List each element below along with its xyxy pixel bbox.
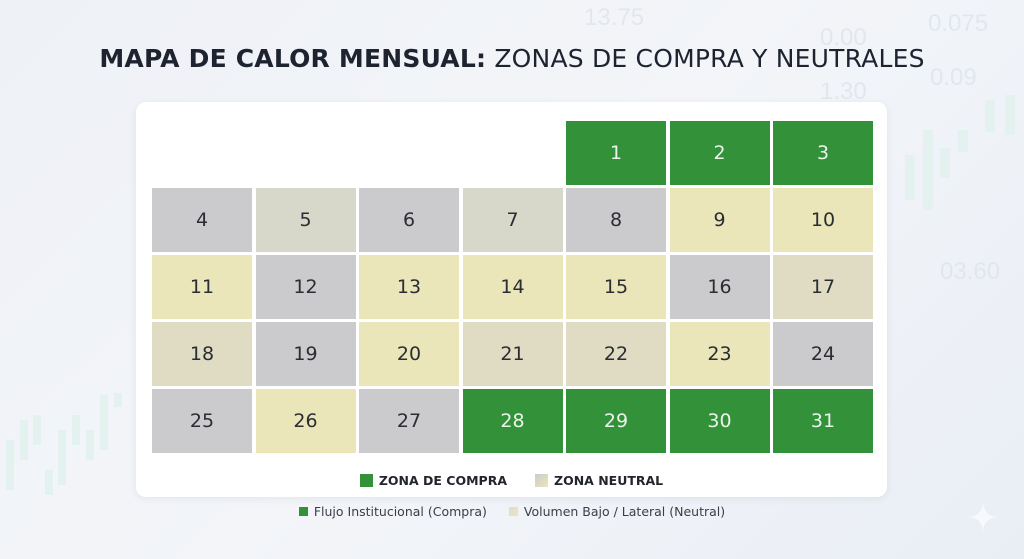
day-cell-5: 5	[255, 188, 356, 252]
day-cell-26: 26	[255, 389, 356, 453]
sublegend-label-buy: Flujo Institucional (Compra)	[313, 504, 487, 519]
sublegend-label-neutral: Volumen Bajo / Lateral (Neutral)	[523, 504, 726, 519]
day-cell-23: 23	[669, 322, 770, 386]
background-number: 03.60	[940, 258, 1001, 285]
neutral-swatch-icon	[535, 474, 549, 487]
day-cell-8: 8	[566, 188, 666, 252]
candlestick-decoration	[20, 420, 28, 460]
day-cell-29: 29	[566, 389, 666, 453]
background-number: 0.09	[930, 64, 977, 91]
candlestick-decoration	[923, 130, 933, 210]
day-cell-9: 9	[669, 188, 770, 252]
empty-cell	[463, 121, 563, 185]
title-light: ZONAS DE COMPRA Y NEUTRALES	[494, 44, 925, 73]
legend-item-buy: ZONA DE COMPRA	[359, 473, 508, 488]
background-number: 13.75	[584, 4, 645, 31]
candlestick-decoration	[58, 430, 66, 485]
day-cell-17: 17	[773, 255, 873, 319]
day-cell-25: 25	[152, 389, 252, 453]
day-cell-30: 30	[669, 389, 770, 453]
legend-label-buy: ZONA DE COMPRA	[378, 473, 508, 488]
candlestick-decoration	[100, 395, 108, 450]
sublegend-item-buy: Flujo Institucional (Compra)	[298, 504, 487, 519]
title-bold: MAPA DE CALOR MENSUAL:	[99, 44, 487, 73]
legend: ZONA DE COMPRA ZONA NEUTRAL	[136, 473, 887, 488]
day-cell-18: 18	[152, 322, 252, 386]
day-cell-27: 27	[359, 389, 459, 453]
day-cell-15: 15	[566, 255, 666, 319]
heatmap-card: 1 2 3 4 5 6 7 8 9 10 11 12 13 14 15 16 17 18 19 20 21 22 23 24 2…	[136, 102, 887, 497]
buy-swatch-icon	[298, 507, 308, 516]
candlestick-decoration	[6, 440, 14, 490]
candlestick-decoration	[958, 130, 968, 152]
day-cell-20: 20	[359, 322, 459, 386]
candlestick-decoration	[1005, 95, 1015, 135]
candlestick-decoration	[86, 430, 94, 460]
day-cell-21: 21	[462, 322, 563, 386]
day-cell-12: 12	[255, 255, 356, 319]
day-cell-2: 2	[669, 121, 770, 185]
background-number: 0.075	[928, 10, 989, 37]
legend-item-neutral: ZONA NEUTRAL	[535, 473, 663, 488]
background-number: 1.30	[820, 78, 867, 105]
empty-cell	[152, 121, 252, 185]
day-cell-6: 6	[359, 188, 459, 252]
day-cell-14: 14	[462, 255, 563, 319]
day-cell-4: 4	[152, 188, 252, 252]
day-cell-22: 22	[566, 322, 666, 386]
candlestick-decoration	[940, 148, 950, 178]
buy-swatch-icon	[359, 474, 373, 487]
day-cell-7: 7	[462, 188, 563, 252]
day-cell-3: 3	[773, 121, 873, 185]
candlestick-decoration	[985, 100, 995, 132]
legend-label-neutral: ZONA NEUTRAL	[554, 473, 664, 488]
calendar-grid: 1 2 3 4 5 6 7 8 9 10 11 12 13 14 15 16 17 18 19 20 21 22 23 24 2…	[152, 121, 873, 453]
candlestick-decoration	[114, 393, 122, 407]
day-cell-11: 11	[152, 255, 252, 319]
day-cell-13: 13	[359, 255, 459, 319]
empty-cell	[359, 121, 459, 185]
sparkle-icon	[968, 502, 998, 532]
day-cell-31: 31	[773, 389, 873, 453]
sub-legend: Flujo Institucional (Compra) Volumen Baj…	[0, 504, 1024, 519]
candlestick-decoration	[33, 415, 41, 445]
day-cell-24: 24	[773, 322, 873, 386]
day-cell-10: 10	[773, 188, 873, 252]
background-number: 0.00	[820, 24, 867, 51]
day-cell-16: 16	[669, 255, 770, 319]
candlestick-decoration	[45, 470, 53, 495]
day-cell-28: 28	[462, 389, 563, 453]
sublegend-item-neutral: Volumen Bajo / Lateral (Neutral)	[508, 504, 726, 519]
day-cell-1: 1	[566, 121, 666, 185]
neutral-swatch-icon	[508, 507, 518, 516]
empty-cell	[256, 121, 356, 185]
candlestick-decoration	[905, 155, 915, 200]
page-title: MAPA DE CALOR MENSUAL: ZONAS DE COMPRA Y…	[0, 44, 1024, 73]
candlestick-decoration	[72, 415, 80, 445]
day-cell-19: 19	[255, 322, 356, 386]
